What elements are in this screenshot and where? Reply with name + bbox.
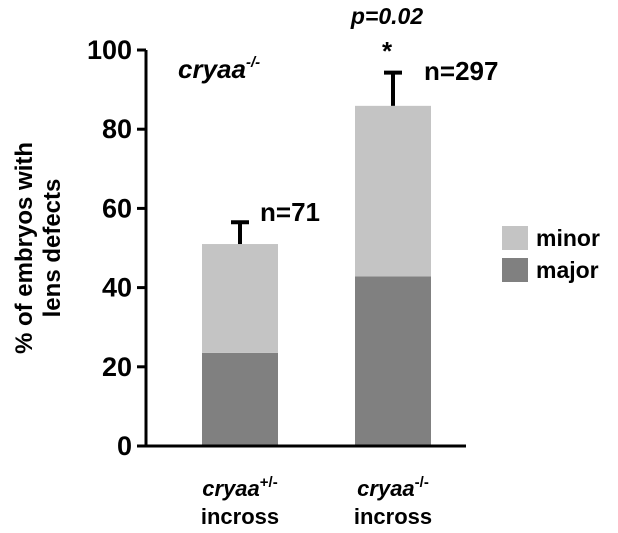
y-axis-title-line2: lens defects bbox=[39, 179, 66, 318]
bars bbox=[202, 105, 431, 446]
bar-segment-minor bbox=[355, 105, 431, 277]
y-tick-label: 20 bbox=[102, 352, 132, 382]
x-category-sublabel-2: incross bbox=[354, 504, 432, 529]
error-bars bbox=[231, 70, 402, 245]
y-tick-label: 80 bbox=[102, 114, 132, 144]
bar-segment-minor bbox=[202, 244, 278, 353]
x-category-label-2: cryaa-/- bbox=[357, 474, 429, 501]
p-value-label: p=0.02 bbox=[350, 3, 423, 29]
x-category-label-1: cryaa+/- bbox=[202, 474, 277, 501]
y-tick-label: 60 bbox=[102, 193, 132, 223]
legend-swatch-major bbox=[502, 258, 528, 282]
n-label-2: n=297 bbox=[424, 56, 498, 86]
y-tick-label: 40 bbox=[102, 273, 132, 303]
bar-segment-major bbox=[202, 352, 278, 446]
legend-label-major: major bbox=[536, 257, 599, 283]
y-axis-title-line1: % of embryos with bbox=[11, 142, 38, 354]
n-label-1: n=71 bbox=[260, 197, 320, 227]
y-axis-ticks: 0 20 40 60 80 100 bbox=[87, 35, 146, 461]
x-category-labels: cryaa+/- incross cryaa-/- incross bbox=[201, 474, 432, 529]
legend-label-minor: minor bbox=[536, 225, 600, 251]
legend: minor major bbox=[502, 225, 600, 283]
y-tick-label: 0 bbox=[117, 431, 132, 461]
significance-asterisk: * bbox=[382, 36, 393, 66]
y-axis-title: % of embryos with lens defects bbox=[11, 142, 66, 354]
legend-swatch-minor bbox=[502, 226, 528, 250]
bar-segment-major bbox=[355, 276, 431, 446]
x-category-sublabel-1: incross bbox=[201, 504, 279, 529]
inset-genotype-label: cryaa-/- bbox=[178, 54, 260, 84]
y-tick-label: 100 bbox=[87, 35, 132, 65]
